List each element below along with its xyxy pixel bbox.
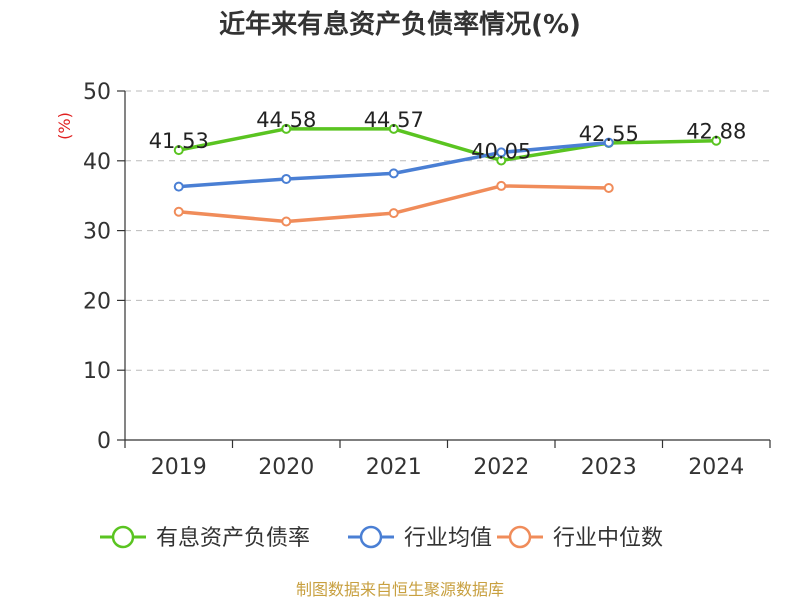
x-tick-label: 2022 — [473, 455, 529, 480]
data-point — [603, 137, 614, 148]
x-tick-label: 2024 — [688, 455, 744, 480]
data-label: 42.55 — [579, 122, 639, 146]
data-point — [173, 181, 184, 192]
data-point — [603, 183, 614, 194]
x-tick-label: 2020 — [258, 455, 314, 480]
legend-marker — [508, 525, 532, 549]
data-point — [388, 168, 399, 179]
x-tick-label: 2021 — [366, 455, 422, 480]
legend-label: 有息资产负债率 — [156, 526, 310, 551]
data-source: 制图数据来自恒生聚源数据库 — [296, 580, 504, 599]
data-point — [281, 216, 292, 227]
y-tick-label: 0 — [97, 429, 111, 454]
data-point — [711, 135, 722, 146]
data-point — [496, 180, 507, 191]
data-label: 40.05 — [471, 139, 531, 163]
data-point — [388, 208, 399, 219]
y-tick-label: 10 — [83, 359, 111, 384]
y-tick-label: 20 — [83, 289, 111, 314]
legend-label: 行业中位数 — [553, 526, 663, 551]
chart-title: 近年来有息资产负债率情况(%) — [219, 9, 581, 40]
y-tick-label: 40 — [83, 150, 111, 175]
y-tick-label: 30 — [83, 220, 111, 245]
legend-marker — [111, 525, 135, 549]
data-label: 44.58 — [256, 108, 316, 132]
y-axis-unit: (%) — [55, 112, 74, 140]
data-point — [281, 123, 292, 134]
data-point — [281, 173, 292, 184]
series-line-1 — [177, 140, 611, 189]
legend-marker — [359, 525, 383, 549]
data-point — [496, 147, 507, 158]
data-point — [173, 145, 184, 156]
series-line-0 — [177, 127, 718, 163]
x-tick-label: 2019 — [151, 455, 207, 480]
data-point — [173, 206, 184, 217]
legend-label: 行业均值 — [404, 526, 492, 551]
data-label: 42.88 — [686, 120, 746, 144]
data-point — [388, 123, 399, 134]
x-tick-label: 2023 — [581, 455, 637, 480]
data-label: 44.57 — [364, 108, 424, 132]
y-tick-label: 50 — [83, 80, 111, 105]
data-label: 41.53 — [149, 129, 209, 153]
